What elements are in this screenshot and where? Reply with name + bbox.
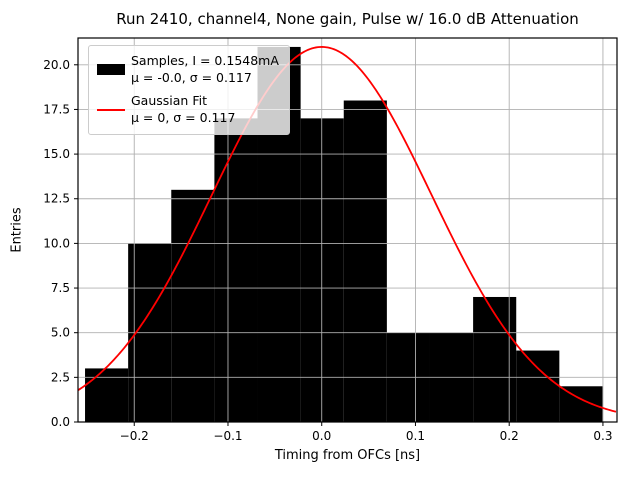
legend-fit-stats: μ = 0, σ = 0.117 [131, 109, 236, 125]
histogram-bar [300, 118, 344, 422]
gaussian-fit-swatch-icon [97, 108, 125, 111]
histogram-bar [473, 296, 517, 422]
y-tick-label: 7.5 [51, 281, 70, 295]
gaussian-fit-line [77, 46, 617, 413]
x-tick-label: 0.0 [312, 429, 331, 443]
x-tick-label: 0.3 [593, 429, 612, 443]
y-tick-label: 0.0 [51, 415, 70, 429]
legend: Samples, I = 0.1548mA μ = -0.0, σ = 0.11… [88, 45, 290, 135]
x-tick-label: 0.2 [500, 429, 519, 443]
y-tick-label: 10.0 [43, 236, 70, 250]
x-tick-label: −0.1 [213, 429, 242, 443]
samples-swatch-icon [97, 64, 125, 76]
legend-samples-stats: μ = -0.0, σ = 0.117 [131, 69, 252, 85]
legend-item-samples: Samples, I = 0.1548mA μ = -0.0, σ = 0.11… [97, 53, 279, 87]
histogram-bar [343, 100, 387, 422]
histogram-bar [559, 386, 603, 422]
legend-fit-label: Gaussian Fit [131, 92, 207, 108]
histogram-bar [171, 189, 215, 422]
y-tick-label: 20.0 [43, 58, 70, 72]
axes-frame [77, 37, 618, 423]
y-tick-label: 15.0 [43, 147, 70, 161]
chart-title: Run 2410, channel4, None gain, Pulse w/ … [116, 10, 579, 28]
y-tick-label: 2.5 [51, 370, 70, 384]
legend-item-fit: Gaussian Fit μ = 0, σ = 0.117 [97, 93, 279, 127]
x-tick-label: 0.1 [406, 429, 425, 443]
histogram-bar [85, 368, 129, 422]
y-tick-label: 12.5 [43, 192, 70, 206]
y-tick-label: 17.5 [43, 102, 70, 116]
histogram-bar [516, 350, 560, 422]
x-tick-label: −0.2 [120, 429, 149, 443]
y-tick-label: 5.0 [51, 326, 70, 340]
legend-samples-label: Samples, I = 0.1548mA [131, 53, 279, 68]
histogram-bar [214, 118, 258, 422]
x-axis-label: Timing from OFCs [ns] [274, 448, 421, 463]
y-axis-label: Entries [9, 207, 25, 253]
